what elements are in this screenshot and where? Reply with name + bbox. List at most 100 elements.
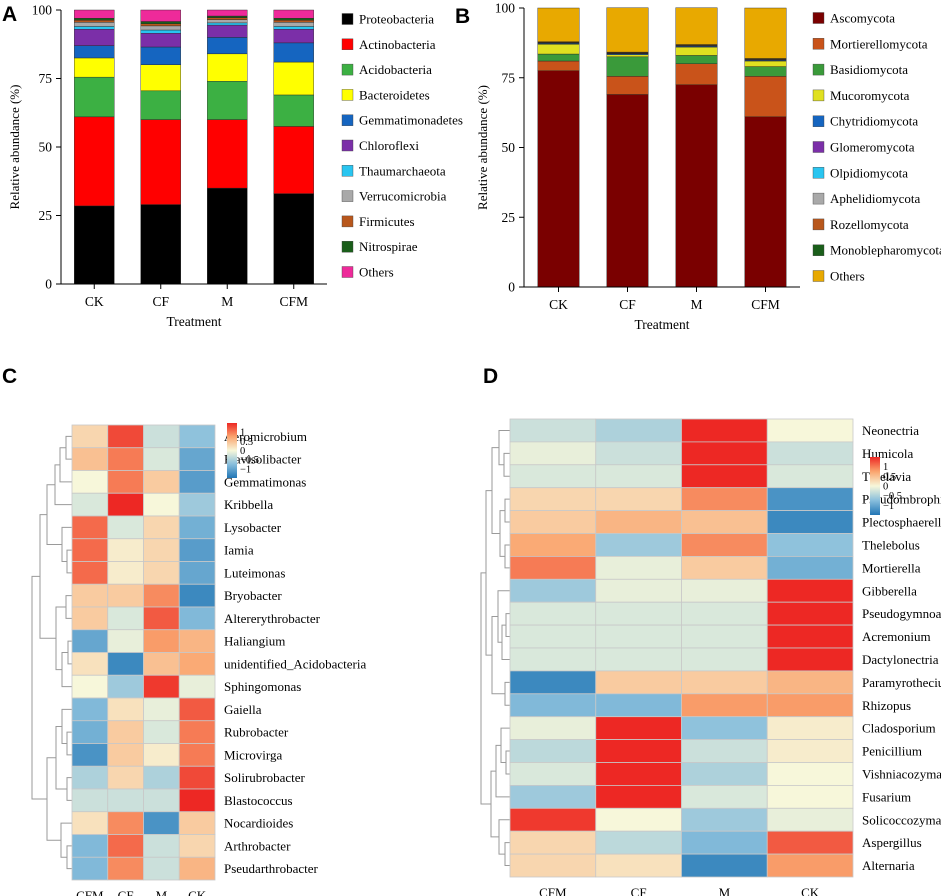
panel-c-heat-cell-iamia-ck	[178, 538, 216, 562]
panel-c-heat-cell-unidentified-acidobacteria-m	[143, 652, 180, 676]
panel-b-bar-cf-others	[606, 7, 649, 53]
panel-a-legend-label-others: Others	[359, 265, 394, 280]
panel-d-row-label-penicillium: Penicillium	[862, 744, 922, 759]
panel-d-heat-cell-cladosporium-cf	[595, 716, 682, 741]
panel-a-legend-label-firmicutes: Firmicutes	[359, 214, 415, 229]
panel-c-heat-cell-gemmatimonas-cf	[107, 470, 144, 494]
panel-d-row-label-acremonium: Acremonium	[862, 629, 931, 644]
panel-c-row-label-nocardioides: Nocardioides	[224, 816, 293, 831]
panel-a-bar-cfm-acidobacteria	[273, 94, 314, 127]
panel-a-bar-cfm-gemmatimonadetes	[273, 42, 314, 63]
panel-c-colorbar	[227, 423, 237, 478]
panel-c-heat-cell-nocardioides-ck	[178, 811, 216, 835]
panel-c-heat-cell-blastococcus-m	[143, 788, 180, 813]
panel-d-heatmap: NeonectriaHumicolaThielaviaPseudombrophi…	[480, 418, 941, 896]
panel-d-heat-cell-humicola-cfm	[509, 441, 597, 466]
panel-c-heat-cell-luteimonas-m	[143, 561, 180, 585]
panel-b-x-axis-label: Treatment	[635, 317, 690, 332]
panel-d-heat-cell-gibberella-m	[681, 578, 768, 603]
panel-c-row-label-rubrobacter: Rubrobacter	[224, 725, 289, 740]
panel-c-heat-cell-unidentified-acidobacteria-cf	[107, 652, 144, 676]
panel-c-dendrogram-branch	[66, 845, 72, 870]
panel-d-row-label-mortierella: Mortierella	[862, 560, 921, 575]
panel-d-heat-cell-penicillium-ck	[766, 739, 854, 763]
panel-c-heat-cell-altererythrobacter-cf	[107, 606, 144, 631]
panel-a-bar-cf-gemmatimonadetes	[140, 46, 181, 66]
panel-c-row-label-bryobacter: Bryobacter	[224, 588, 282, 603]
panel-c-heat-cell-arthrobacter-m	[143, 834, 180, 858]
panel-d-col-label-m: M	[719, 885, 731, 896]
panel-c-dendrogram-branch	[46, 757, 61, 841]
panel-b-bar-cfm-basidiomycota	[744, 66, 787, 77]
panel-c-heat-cell-sphingomonas-cfm	[71, 674, 109, 699]
panel-d-heat-cell-pseudogymnoascus-m	[681, 601, 768, 626]
panel-c-heat-cell-microvirga-cfm	[71, 743, 109, 767]
panel-d-heat-cell-thielavia-m	[681, 464, 768, 489]
panel-a-y-tick-label: 25	[39, 208, 53, 223]
panel-d-colorbar	[870, 457, 880, 515]
panel-b-legend-swatch-monoblepharomycota	[812, 244, 825, 256]
panel-c-heat-cell-lysobacter-cfm	[71, 515, 109, 540]
panel-c-row-label-sphingomonas: Sphingomonas	[224, 679, 301, 694]
panel-b-bar-cfm-ascomycota	[744, 116, 787, 288]
panel-b-legend-label-mortierellomycota: Mortierellomycota	[830, 36, 928, 51]
panel-label-d: D	[483, 365, 498, 388]
panel-label-b: B	[455, 5, 470, 28]
panel-d-heat-cell-thelebolus-cf	[595, 533, 682, 557]
panel-b-bar-ck-mucoromycota	[537, 44, 580, 55]
panel-a-legend-swatch-verrucomicrobia	[341, 190, 354, 202]
panel-d-heat-cell-fusarium-m	[681, 785, 768, 809]
panel-c-heat-cell-unidentified-acidobacteria-ck	[178, 652, 216, 676]
panel-b-legend-label-monoblepharomycota: Monoblepharomycota	[830, 243, 941, 258]
panel-c-heat-cell-blastococcus-cfm	[71, 788, 109, 813]
panel-b-legend-swatch-ascomycota	[812, 12, 825, 24]
panel-d-dendrogram-branch	[504, 681, 510, 706]
panel-c-heat-cell-aeromicrobium-cf	[107, 424, 144, 449]
panel-d-dendrogram-branch	[499, 510, 505, 557]
panel-c-heat-cell-lysobacter-cf	[107, 515, 144, 540]
panel-c-heat-cell-arthrobacter-ck	[178, 834, 216, 858]
panel-d-heat-cell-pseudombrophila-cf	[595, 487, 682, 512]
panel-b-bar-cfm-mortierellomycota	[744, 76, 787, 118]
panel-a-bar-ck-others	[74, 9, 115, 19]
panel-d-heat-cell-mortierella-ck	[766, 556, 854, 580]
panel-d-row-label-gibberella: Gibberella	[862, 583, 917, 598]
panel-a-bar-ck-chloroflexi	[74, 28, 115, 46]
panel-d-heat-cell-pseudogymnoascus-cfm	[509, 601, 597, 626]
panel-c-heat-cell-altererythrobacter-ck	[178, 606, 216, 631]
panel-d-heat-cell-thielavia-cf	[595, 464, 682, 489]
panel-label-a: A	[2, 3, 17, 26]
panel-d-dendrogram-branch	[504, 498, 510, 523]
panel-d-heat-cell-solicoccozyma-m	[681, 807, 768, 832]
panel-d-dendrogram-branch	[504, 544, 510, 569]
panel-a-legend-label-verrucomicrobia: Verrucomicrobia	[359, 189, 447, 204]
panel-c-heat-cell-sphingomonas-ck	[178, 674, 216, 699]
panel-c-heat-cell-kribbella-m	[143, 492, 180, 517]
panel-c-heatmap: Aeromicrobium Flavisolibacter Gemmatimonas…	[31, 423, 366, 896]
panel-d-dendrogram-branch	[505, 750, 510, 775]
panel-d-heat-cell-thelebolus-ck	[766, 533, 854, 557]
panel-c-heat-cell-kribbella-cfm	[71, 492, 109, 517]
panel-a-bar-m-bacteroidetes	[207, 53, 248, 82]
panel-a-legend-label-proteobacteria: Proteobacteria	[359, 12, 434, 27]
panel-c-col-label-ck: CK	[188, 888, 207, 896]
panel-d-heat-cell-humicola-ck	[766, 441, 854, 466]
panel-b-legend-swatch-olpidiomycota	[812, 167, 825, 179]
panel-d-heat-cell-cladosporium-ck	[766, 716, 854, 741]
panel-c-row-label-pseudarthrobacter: Pseudarthrobacter	[224, 861, 319, 876]
panel-d-heat-cell-acremonium-cfm	[509, 624, 597, 649]
panel-b-legend-label-aphelidiomycota: Aphelidiomycota	[830, 191, 920, 206]
panel-b-legend-label-others: Others	[830, 269, 865, 284]
panel-c-heat-cell-solirubrobacter-cfm	[71, 765, 109, 790]
panel-d-heat-cell-rhizopus-m	[681, 693, 768, 718]
panel-d-dendrogram-branch	[503, 452, 510, 477]
panel-d-row-label-solicoccozyma: Solicoccozyma	[862, 812, 941, 827]
panel-c-heat-cell-gemmatimonas-m	[143, 470, 180, 494]
panel-d-row-label-vishniacozyma: Vishniacozyma	[862, 766, 941, 781]
panel-a-bar-ck-firmicutes	[74, 19, 115, 23]
panel-d-heat-cell-thelebolus-cfm	[509, 533, 597, 557]
panel-a-bar-ck-nitrospirae	[74, 18, 115, 21]
panel-d-colorbar-tick-label: 1	[883, 462, 888, 473]
panel-d-dendrogram-branch	[490, 770, 499, 838]
